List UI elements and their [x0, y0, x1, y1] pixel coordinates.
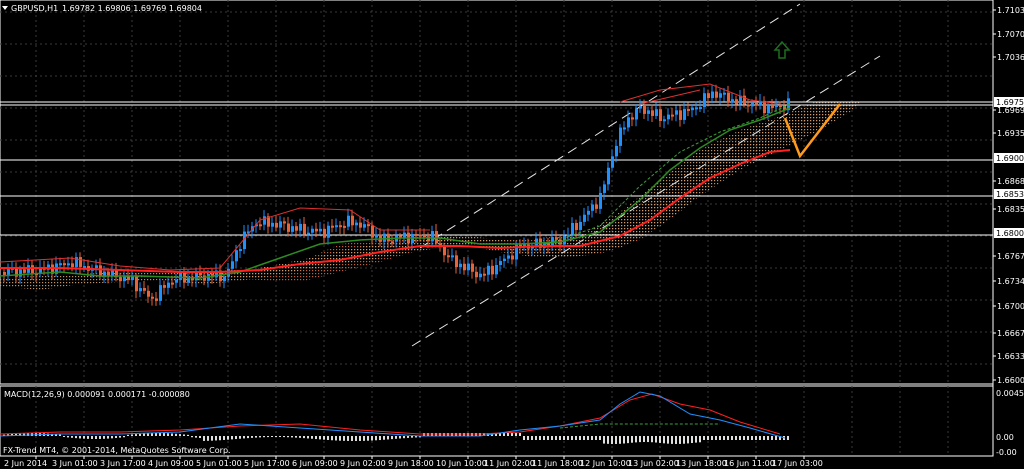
price-panel[interactable] [0, 0, 994, 385]
macd-axis-top: 0.004541 [996, 389, 1024, 398]
time-tick-label: 12 Jun 10:00 [580, 459, 631, 468]
price-level-label: 1.69759 [996, 98, 1024, 107]
price-level-label: 1.68533 [996, 190, 1024, 199]
price-tick-label: 1.67000 [997, 302, 1024, 311]
price-level-tag [994, 153, 1024, 163]
time-tick-label: 5 Jun 01:00 [196, 459, 242, 468]
price-tick-label: 1.68350 [997, 205, 1024, 214]
time-tick-label: 2 Jun 2014 [4, 459, 47, 468]
price-axis: 1.71030 1.70700 1.70360 1.697591.69690 1.693… [993, 6, 1024, 385]
macd-indicator: MACD(12,26,9) 0.000091 0.000171 -0.00008… [0, 389, 1024, 457]
moving-averages [0, 103, 791, 279]
price-level-tag [994, 189, 1024, 199]
macd-header: MACD(12,26,9) 0.000091 0.000171 -0.00008… [4, 390, 190, 399]
horizontal-levels[interactable] [0, 101, 993, 236]
macd-panel[interactable] [0, 385, 994, 457]
time-tick-label: 6 Jun 09:00 [292, 459, 338, 468]
time-tick-label: 11 Jun 02:00 [484, 459, 535, 468]
ma-red [0, 149, 791, 273]
macd-axis-bottom: -0.00 [996, 448, 1017, 457]
time-tick-label: 17 Jun 03:00 [772, 459, 823, 468]
time-tick-label: 13 Jun 18:00 [676, 459, 727, 468]
cloud-upper [0, 100, 860, 290]
copyright-label: FX-Trend MT4, © 2001-2014, MetaQuotes So… [3, 446, 231, 455]
price-tick-label: 1.67340 [997, 277, 1024, 286]
price-level-tag [994, 97, 1024, 107]
time-tick-label: 5 Jun 17:00 [244, 459, 290, 468]
price-tick-label: 1.66000 [997, 376, 1024, 385]
swing-lines [0, 83, 781, 271]
price-tick-label: 1.69350 [997, 129, 1024, 138]
time-tick-label: 11 Jun 18:00 [532, 459, 583, 468]
price-tick-label: 1.70700 [997, 30, 1024, 39]
up-arrow-icon [773, 40, 791, 59]
time-tick-label: 3 Jun 01:00 [52, 459, 98, 468]
price-tick-label: 1.68680 [997, 177, 1024, 186]
triangle-down-icon[interactable] [2, 6, 8, 10]
grid [0, 0, 993, 456]
macd-axis-zero: 0.00 [996, 433, 1014, 442]
time-tick-label: 9 Jun 18:00 [388, 459, 434, 468]
price-tick-label: 1.67670 [997, 252, 1024, 261]
forecast-zigzag[interactable] [783, 103, 841, 159]
symbol-label: GBPUSD,H1 [11, 4, 58, 13]
time-tick-label: 16 Jun 11:00 [724, 459, 775, 468]
price-tick-label: 1.69690 [997, 106, 1024, 115]
time-tick-label: 4 Jun 09:00 [148, 459, 194, 468]
channel-lower[interactable] [411, 55, 881, 347]
price-level-tag [994, 228, 1024, 238]
ma-green [0, 107, 791, 279]
time-tick-label: 3 Jun 17:00 [100, 459, 146, 468]
time-axis: 2 Jun 2014 3 Jun 01:00 3 Jun 17:00 4 Jun 09… [4, 456, 823, 468]
price-tick-label: 1.66670 [997, 329, 1024, 338]
price-tick-label: 1.70360 [997, 53, 1024, 62]
ma-green-dash [539, 103, 791, 247]
price-tick-label: 1.66330 [997, 352, 1024, 361]
trend-channel[interactable] [411, 3, 881, 347]
price-tick-label: 1.71030 [997, 6, 1024, 15]
ohlc-label: 1.69782 1.69806 1.69769 1.69804 [62, 4, 202, 13]
macd-main-line [0, 391, 786, 439]
chart-header[interactable]: GBPUSD,H1 1.69782 1.69806 1.69769 1.6980… [2, 4, 202, 13]
price-level-label: 1.69006 [996, 154, 1024, 163]
time-tick-label: 10 Jun 10:00 [436, 459, 487, 468]
price-level-label: 1.68007 [996, 229, 1024, 238]
time-tick-label: 13 Jun 02:00 [628, 459, 679, 468]
time-tick-label: 9 Jun 02:00 [340, 459, 386, 468]
channel-upper[interactable] [419, 3, 801, 249]
